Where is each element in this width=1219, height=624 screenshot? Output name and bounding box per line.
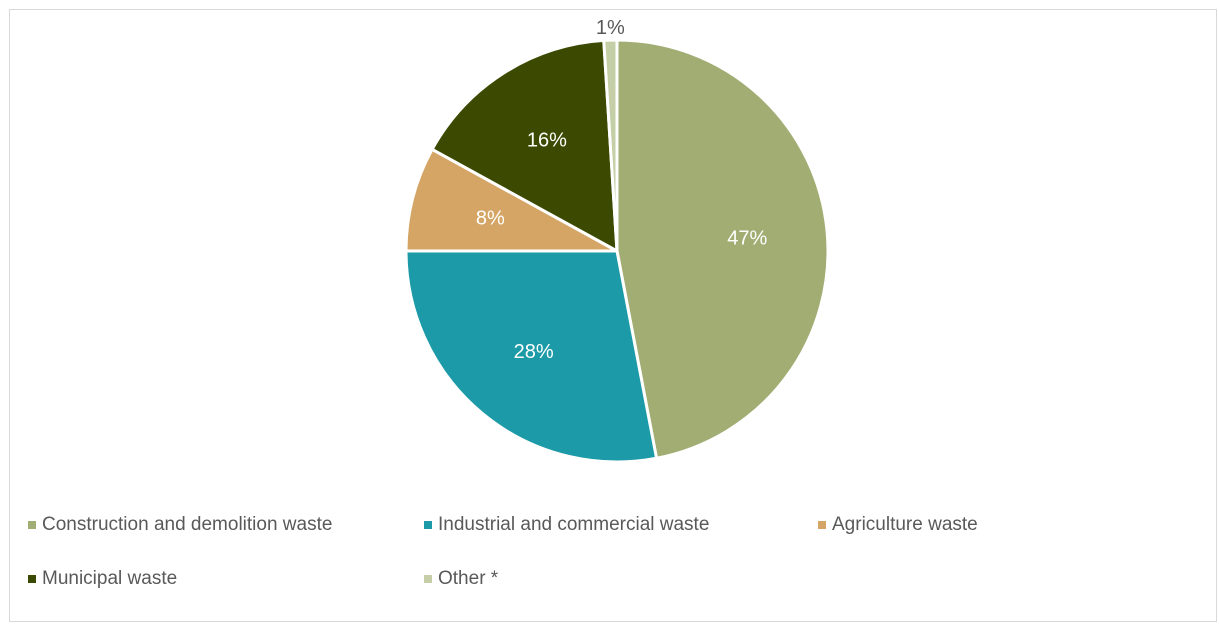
legend-swatch-construction — [28, 521, 36, 529]
data-label-agriculture: 8% — [476, 207, 505, 229]
data-label-municipal: 16% — [527, 130, 567, 152]
legend-item-industrial: Industrial and commercial waste — [424, 513, 709, 537]
pie-slices — [404, 38, 830, 464]
pie-slice-industrial — [404, 249, 659, 464]
pie-slice-municipal — [430, 38, 619, 253]
legend-swatch-industrial — [424, 521, 432, 529]
data-label-construction: 47% — [727, 228, 767, 250]
data-label-other: 1% — [596, 17, 625, 39]
pie-slice-agriculture — [404, 147, 619, 253]
pie-data-labels: 47% 28% 8% 16% 1% — [476, 17, 768, 363]
legend-label-agriculture: Agriculture waste — [832, 514, 978, 535]
legend-swatch-municipal — [28, 575, 36, 583]
legend-label-construction: Construction and demolition waste — [42, 514, 333, 535]
legend-item-municipal: Municipal waste — [28, 567, 177, 591]
legend-item-construction: Construction and demolition waste — [28, 513, 332, 537]
legend-swatch-other — [424, 575, 432, 583]
legend-label-industrial: Industrial and commercial waste — [438, 514, 710, 535]
legend-swatch-agriculture — [818, 521, 826, 529]
legend-label-other: Other * — [438, 568, 499, 589]
legend-item-agriculture: Agriculture waste — [818, 513, 978, 537]
pie-slice-construction — [615, 38, 830, 460]
pie-slice-other — [602, 38, 619, 253]
legend-label-municipal: Municipal waste — [42, 568, 178, 589]
data-label-industrial: 28% — [514, 341, 554, 363]
legend-item-other: Other * — [424, 567, 498, 591]
